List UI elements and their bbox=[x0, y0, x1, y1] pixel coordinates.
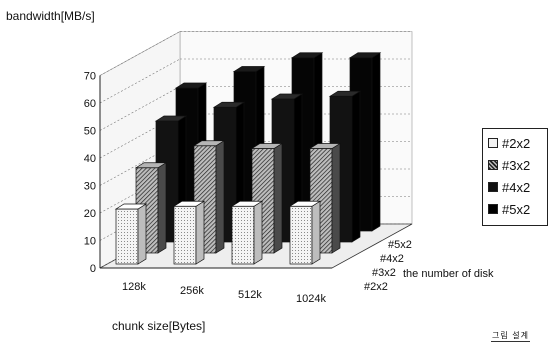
bar bbox=[288, 200, 322, 265]
bar-side bbox=[195, 200, 205, 265]
bar-side bbox=[253, 200, 263, 265]
legend-swatch bbox=[488, 182, 498, 192]
bar-top bbox=[230, 200, 264, 207]
bar-side bbox=[351, 90, 361, 243]
depth-tick-label: #4x2 bbox=[380, 253, 404, 265]
bar-top bbox=[270, 93, 304, 100]
y-axis-title: bandwidth[MB/s] bbox=[6, 9, 95, 23]
bar-side bbox=[273, 142, 283, 254]
legend-label: #2x2 bbox=[502, 135, 531, 151]
bar-front bbox=[115, 208, 139, 265]
bar-top bbox=[348, 52, 382, 59]
legend-swatch bbox=[488, 138, 498, 148]
bar-top bbox=[134, 162, 168, 169]
bar-top bbox=[192, 140, 226, 147]
depth-tick-label: #3x2 bbox=[372, 267, 396, 279]
gridline bbox=[99, 31, 181, 76]
bar-front bbox=[289, 205, 313, 265]
legend-item: #5x2 bbox=[488, 199, 530, 219]
bar-front bbox=[173, 205, 197, 265]
bar-top bbox=[172, 200, 206, 207]
bar-top bbox=[154, 115, 188, 122]
x-tick-label: 128k bbox=[122, 281, 146, 293]
bar-side bbox=[215, 140, 225, 254]
gridline bbox=[99, 58, 181, 104]
bar-top bbox=[290, 52, 324, 59]
bar-top bbox=[250, 143, 284, 149]
bar-side bbox=[311, 200, 321, 265]
bar bbox=[230, 200, 264, 265]
legend: #2x2 #3x2 #4x2 #5x2 bbox=[482, 128, 548, 226]
bar-top bbox=[174, 82, 208, 89]
y-tick-label: 40 bbox=[84, 153, 96, 165]
bar bbox=[114, 203, 148, 265]
bar-top bbox=[232, 66, 266, 72]
y-tick-label: 50 bbox=[84, 126, 96, 138]
x-axis-title: chunk size[Bytes] bbox=[112, 319, 205, 333]
depth-tick-label: #2x2 bbox=[364, 281, 388, 293]
x-tick-label: 512k bbox=[238, 289, 262, 301]
legend-label: #3x2 bbox=[502, 157, 531, 173]
legend-label: #4x2 bbox=[502, 179, 531, 195]
gridline bbox=[99, 86, 181, 131]
x-tick-label: 1024k bbox=[296, 293, 326, 305]
z-axis-title: the number of disk bbox=[403, 268, 494, 280]
bar-side bbox=[371, 52, 381, 232]
y-tick-label: 10 bbox=[84, 236, 96, 248]
axis-labels: 0 10 20 30 40 50 60 70 128k 256k 512k 1024k #2x2 #3x2… bbox=[84, 71, 412, 306]
bar-top bbox=[308, 143, 342, 149]
legend-label: #5x2 bbox=[502, 201, 531, 217]
x-tick-label: 256k bbox=[180, 285, 204, 297]
bar-side bbox=[157, 162, 167, 254]
depth-tick-label: #5x2 bbox=[388, 239, 412, 251]
bar-side bbox=[137, 203, 147, 265]
bar bbox=[172, 200, 206, 265]
legend-swatch bbox=[488, 160, 498, 170]
bar-top bbox=[288, 200, 322, 207]
bar-top bbox=[328, 90, 362, 97]
y-tick-label: 30 bbox=[84, 181, 96, 193]
bar-front bbox=[231, 205, 255, 265]
legend-swatch bbox=[488, 204, 498, 214]
figure-stamp: 그림 설계 bbox=[491, 331, 530, 342]
legend-item: #4x2 bbox=[488, 177, 530, 197]
bar-top bbox=[212, 101, 246, 108]
y-tick-label: 70 bbox=[84, 71, 96, 83]
y-tick-label: 60 bbox=[84, 98, 96, 110]
legend-item: #3x2 bbox=[488, 155, 530, 175]
bar-side bbox=[331, 142, 341, 254]
bar-top bbox=[114, 203, 148, 210]
y-tick-label: 0 bbox=[90, 263, 96, 275]
y-tick-label: 20 bbox=[84, 208, 96, 220]
legend-item: #2x2 bbox=[488, 133, 530, 153]
bars bbox=[114, 52, 382, 265]
